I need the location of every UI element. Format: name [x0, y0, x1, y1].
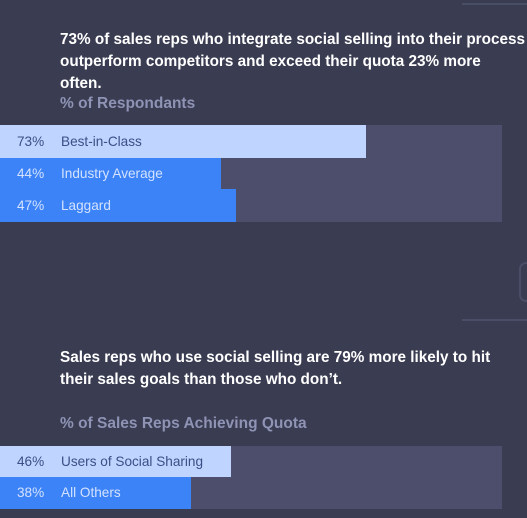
bar-row: 38% All Others: [0, 477, 502, 509]
bar-category-label: All Others: [61, 485, 121, 500]
chart-2-subtitle: % of Sales Reps Achieving Quota: [60, 415, 307, 432]
bar-category-label: Users of Social Sharing: [61, 454, 204, 469]
bar: [0, 477, 191, 509]
bar-value-label: 73%: [17, 134, 45, 149]
bar-value-label: 38%: [17, 485, 45, 500]
bar-category-label: Best-in-Class: [61, 134, 142, 149]
bar-value-label: 47%: [17, 198, 45, 213]
chart-1-subtitle: % of Respondants: [60, 95, 196, 112]
bar-row: 47% Laggard: [0, 189, 502, 222]
bar-row: 73% Best-in-Class: [0, 125, 502, 158]
bar-category-label: Laggard: [61, 198, 111, 213]
bar: [0, 189, 236, 222]
bar-value-label: 46%: [17, 454, 45, 469]
bar-category-label: Industry Average: [61, 166, 163, 181]
section-divider: [462, 319, 527, 321]
bar: [0, 158, 221, 189]
top-divider: [462, 3, 527, 5]
chart-1-headline: 73% of sales reps who integrate social s…: [60, 31, 526, 92]
bar-row: 46% Users of Social Sharing: [0, 446, 502, 477]
scroll-edge-handle[interactable]: [519, 262, 527, 302]
bar-row: 44% Industry Average: [0, 158, 502, 189]
bar: [0, 125, 366, 158]
bar-value-label: 44%: [17, 166, 45, 181]
bar: [0, 446, 231, 477]
chart-2-headline: Sales reps who use social selling are 79…: [60, 349, 491, 388]
